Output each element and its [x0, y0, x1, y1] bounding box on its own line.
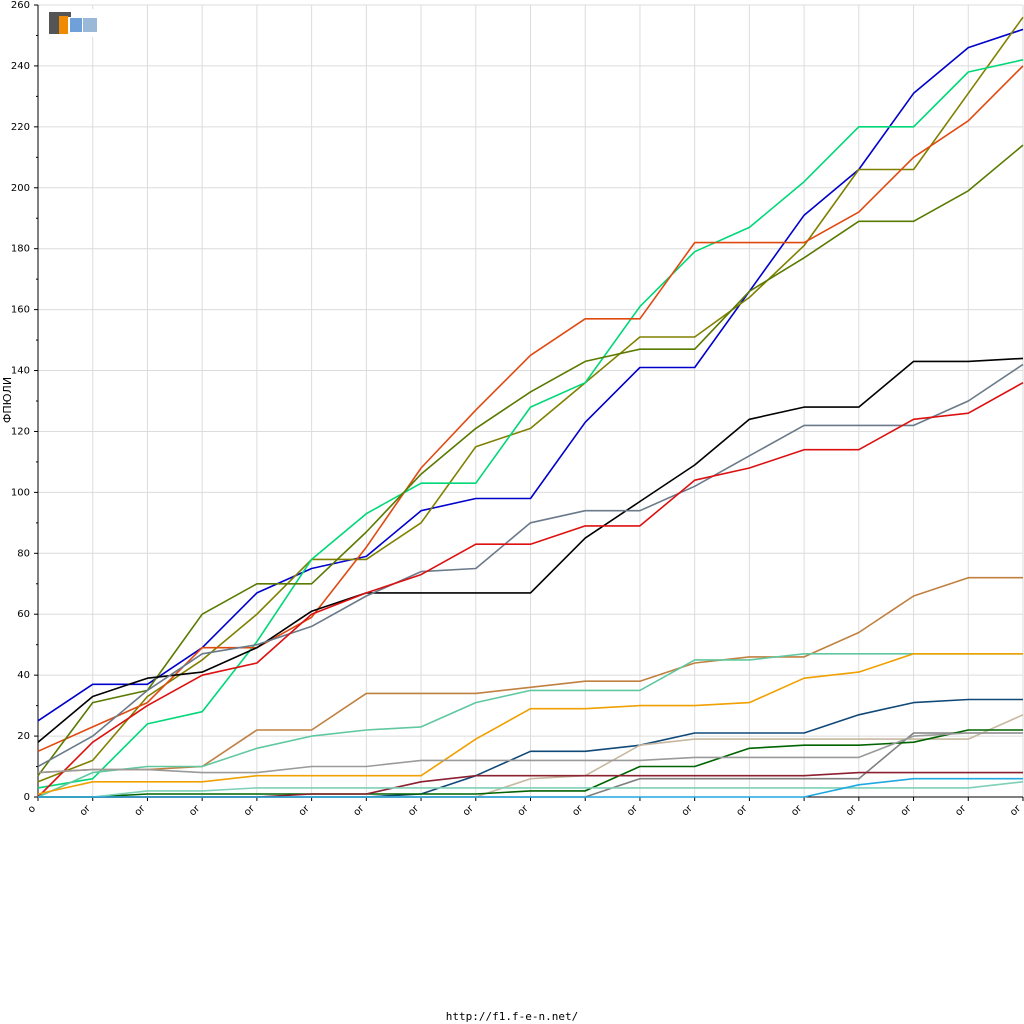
- y-tick-label: 60: [17, 609, 30, 620]
- y-tick-label: 260: [11, 0, 30, 11]
- x-tick-label: or: [899, 803, 915, 819]
- y-tick-label: 200: [11, 183, 30, 194]
- x-tick-labels: o or or or or or or or or or or or or or or or or or or: [26, 803, 1024, 819]
- series-line-18: [38, 781, 1024, 798]
- series-line-5: [37, 144, 1024, 777]
- series-line-19: [38, 777, 1023, 798]
- x-tick-label: or: [680, 803, 696, 819]
- x-tick-label: or: [351, 803, 367, 819]
- series-line-8: [37, 382, 1024, 798]
- y-tick-labels: 0 20 40 60 80 100 120 140 160 180 200 220 240 260: [11, 0, 30, 803]
- x-tick-label: or: [516, 803, 532, 819]
- x-tick-label: or: [844, 803, 860, 819]
- x-tick-label: or: [1008, 803, 1024, 819]
- x-tick-label: or: [297, 803, 313, 819]
- x-tick-label: or: [570, 803, 586, 819]
- y-tick-label: 160: [11, 305, 30, 316]
- y-tick-label: 0: [24, 792, 30, 803]
- y-tick-label: 220: [11, 122, 30, 133]
- series-lines: [37, 16, 1024, 798]
- x-tick-label: or: [133, 803, 149, 819]
- x-tick-label: or: [406, 803, 422, 819]
- x-tick-label: or: [789, 803, 805, 819]
- y-tick-label: 80: [17, 548, 30, 559]
- y-tick-label: 140: [11, 366, 30, 377]
- y-tick-label: 20: [17, 731, 30, 742]
- footer-url[interactable]: http://f1.f-e-n.net/: [445, 1010, 579, 1023]
- y-tick-label: 40: [17, 670, 30, 681]
- grid-layer: [34, 4, 1024, 801]
- series-line-11: [37, 652, 1023, 795]
- y-tick-label: 240: [11, 61, 30, 72]
- x-tick-label: or: [953, 803, 969, 819]
- series-line-10: [37, 652, 1023, 798]
- x-tick-label: or: [187, 803, 203, 819]
- series-line-15: [38, 729, 1023, 798]
- series-line-6: [37, 357, 1024, 743]
- series-line-7: [37, 363, 1024, 768]
- x-tick-label: o: [26, 803, 38, 815]
- series-line-2: [37, 16, 1024, 783]
- site-logo: [47, 9, 99, 37]
- x-tick-label: or: [242, 803, 258, 819]
- x-tick-label: or: [78, 803, 94, 819]
- y-tick-label: 120: [11, 426, 30, 437]
- series-line-3: [37, 59, 1024, 789]
- x-tick-label: or: [625, 803, 641, 819]
- y-tick-label: 180: [11, 244, 30, 255]
- x-tick-label: or: [734, 803, 750, 819]
- series-line-4: [37, 65, 1024, 753]
- series-line-17: [37, 732, 1023, 774]
- y-tick-label: 100: [11, 487, 30, 498]
- y-axis-label: ФПЮЛИ: [1, 377, 14, 423]
- x-tick-label: or: [461, 803, 477, 819]
